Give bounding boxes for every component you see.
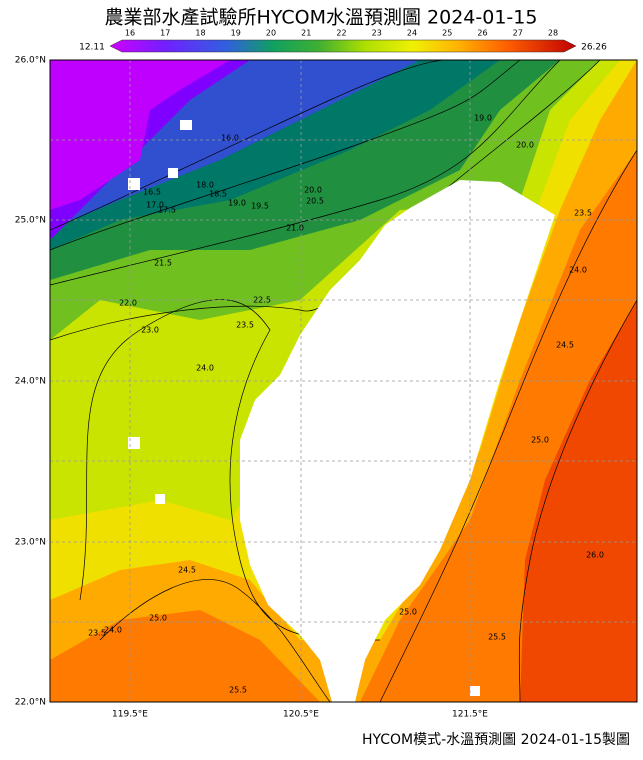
contour-label: 25.5 (229, 686, 247, 695)
colorbar-tick: 20 (266, 29, 276, 38)
contour-label: 17.0 (146, 201, 164, 210)
contour-label: 17.5 (158, 206, 176, 215)
contour-label: 23.5 (236, 321, 254, 330)
colorbar-tick: 28 (548, 29, 558, 38)
contour-label: 16.0 (221, 134, 239, 143)
contour-label: 23.0 (141, 326, 159, 335)
colorbar-tick: 27 (513, 29, 523, 38)
colorbar-min: 12.11 (79, 43, 105, 53)
colorbar-tick: 22 (336, 29, 346, 38)
contour-label: 24.0 (104, 626, 122, 635)
contour-label: 24.0 (196, 364, 214, 373)
contour-label: 21.0 (286, 224, 304, 233)
colorbar-tick: 16 (125, 29, 135, 38)
lat-label: 26.0°N (15, 56, 46, 66)
colorbar-tick: 21 (301, 29, 311, 38)
contour-label: 25.0 (149, 614, 167, 623)
contour-label: 23.5 (88, 629, 106, 638)
contour-label: 21.5 (154, 259, 172, 268)
colorbar-tick: 23 (372, 29, 382, 38)
contour-label: 19.5 (251, 202, 269, 211)
lat-label: 25.0°N (15, 216, 46, 226)
lon-label: 120.5°E (283, 710, 319, 720)
colorbar-max: 26.26 (581, 43, 607, 53)
contour-label: 18.5 (209, 190, 227, 199)
contour-label: 24.5 (556, 341, 574, 350)
map-field (50, 60, 637, 702)
contour-label: 19.0 (474, 114, 492, 123)
contour-label: 22.0 (119, 299, 137, 308)
lat-label: 22.0°N (15, 698, 46, 708)
colorbar (109, 39, 577, 53)
contour-label: 26.0 (586, 551, 604, 560)
contour-label: 20.0 (304, 186, 322, 195)
contour-label: 23.5 (574, 209, 592, 218)
colorbar-tick: 26 (477, 29, 487, 38)
colorbar-tick: 24 (407, 29, 417, 38)
lon-label: 121.5°E (452, 710, 488, 720)
colorbar-tick: 25 (442, 29, 452, 38)
contour-label: 20.0 (516, 141, 534, 150)
colorbar-tick: 19 (231, 29, 241, 38)
lon-label: 119.5°E (112, 710, 148, 720)
contour-label: 20.5 (306, 197, 324, 206)
contour-label: 16.5 (143, 188, 161, 197)
map-frame (49, 59, 638, 703)
title: 農業部水產試驗所HYCOM水溫預測圖 2024-01-15 (105, 7, 538, 29)
contour-label: 25.5 (488, 633, 506, 642)
colorbar-tick: 17 (160, 29, 170, 38)
contour-label: 18.0 (196, 181, 214, 190)
contour-label: 22.5 (253, 296, 271, 305)
colorbar-tick: 18 (195, 29, 205, 38)
contour-label: 25.0 (399, 608, 417, 617)
lat-label: 24.0°N (15, 377, 46, 387)
footer: HYCOM模式-水溫預測圖 2024-01-15製圖 (362, 732, 630, 748)
contour-label: 19.0 (228, 199, 246, 208)
contour-label: 25.0 (531, 436, 549, 445)
contour-label: 24.5 (178, 566, 196, 575)
contour-label: 24.0 (569, 266, 587, 275)
lat-label: 23.0°N (15, 538, 46, 548)
